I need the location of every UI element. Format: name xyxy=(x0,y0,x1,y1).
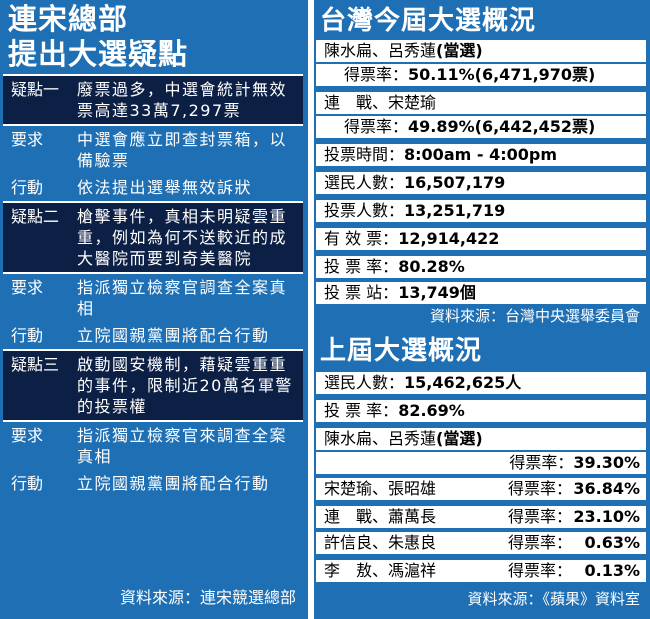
previous-candidate-names: 宋楚瑜、張昭雄 xyxy=(324,479,437,498)
current-source: 資料來源：台灣中央選舉委員會 xyxy=(429,307,640,325)
previous-candidate-row: 連 戰、蕭萬長 得票率：23.10% xyxy=(316,506,646,528)
current-stat-value: 8:00am - 4:00pm xyxy=(404,145,557,164)
current-stat-label: 選民人數： xyxy=(324,173,405,192)
previous-candidate-rate: 得票率： 0.13% xyxy=(508,560,640,582)
previous-candidate-rate-value: 23.10% xyxy=(573,507,640,526)
doubt-row: 疑點三 啟動國安機制，藉疑雲重重的事件，限制近20萬名軍警的投票權 xyxy=(3,349,303,422)
previous-turnout-label: 投 票 率： xyxy=(324,401,399,420)
doubt-row: 疑點二 槍擊事件，真相未明疑雲重重，例如為何不送較近的成大醫院而要到奇美醫院 xyxy=(3,201,303,274)
current-loser-row: 連 戰、宋楚瑜 xyxy=(316,92,646,114)
current-stat-label: 投票時間： xyxy=(324,145,405,164)
previous-winner-names: 陳水扁、呂秀蓮 xyxy=(324,429,437,448)
previous-winner-rate-row: 得票率：39.30% xyxy=(316,452,646,474)
doubt-row-label: 疑點一 xyxy=(11,80,60,99)
previous-source: 資料來源：《蘋果》資料室 xyxy=(467,590,640,608)
doubt-row-label: 行動 xyxy=(11,178,44,197)
left-title-line2: 提出大選疑點 xyxy=(8,37,189,71)
current-stat-label: 投 票 站： xyxy=(324,283,399,302)
doubt-row: 行動 立院國親黨團將配合行動 xyxy=(3,470,303,497)
doubt-list: 疑點一 廢票過多，中選會統計無效票高達33萬7,297票要求 中選會應立即查封票箱，… xyxy=(0,74,308,497)
previous-voters-value: 15,462,625人 xyxy=(404,373,522,392)
previous-winner-row: 陳水扁、呂秀蓮(當選) xyxy=(316,428,646,450)
left-title-line1: 連宋總部 xyxy=(8,2,129,36)
current-winner-rate-label: 得票率： xyxy=(344,65,409,84)
previous-winner-rate-label: 得票率： xyxy=(509,453,574,472)
current-stat-label: 投票人數： xyxy=(324,201,405,220)
previous-turnout-row: 投 票 率：82.69% xyxy=(316,400,646,422)
doubt-row-text: 立院國親黨團將配合行動 xyxy=(77,474,270,493)
doubt-row-label: 要求 xyxy=(11,426,44,445)
previous-candidate-row: 李 敖、馮滬祥 得票率： 0.13% xyxy=(316,560,646,582)
previous-candidate-names: 李 敖、馮滬祥 xyxy=(324,561,437,580)
left-title: 連宋總部 提出大選疑點 xyxy=(8,2,188,72)
doubt-row-text: 指派獨立檢察官來調查全案真相 xyxy=(77,426,288,466)
current-stat-row: 有 效 票：12,914,422 xyxy=(316,228,646,250)
current-stat-row: 選民人數：16,507,179 xyxy=(316,172,646,194)
doubt-row-label: 要求 xyxy=(11,130,44,149)
previous-candidate-names: 許信良、朱惠良 xyxy=(324,533,437,552)
previous-candidate-row: 許信良、朱惠良 得票率： 0.63% xyxy=(316,532,646,554)
previous-candidate-rate-label: 得票率： xyxy=(507,533,572,552)
previous-candidate-rate: 得票率：23.10% xyxy=(508,506,640,528)
previous-candidate-rate-label: 得票率： xyxy=(507,479,572,498)
previous-candidate-rate-label: 得票率： xyxy=(507,507,572,526)
previous-voters-row: 選民人數：15,462,625人 xyxy=(316,372,646,394)
current-loser-rate-label: 得票率： xyxy=(344,117,409,136)
right-panel: 台灣今屆大選概況 陳水扁、呂秀蓮(當選) 得票率：50.11%(6,471,97… xyxy=(314,0,650,619)
left-source: 資料來源：連宋競選總部 xyxy=(119,588,296,607)
current-loser-names: 連 戰、宋楚瑜 xyxy=(324,93,437,112)
previous-voters-label: 選民人數： xyxy=(324,373,405,392)
doubt-row-text: 槍擊事件，真相未明疑雲重重，例如為何不送較近的成大醫院而要到奇美醫院 xyxy=(77,207,288,268)
doubt-row-label: 行動 xyxy=(11,474,44,493)
previous-candidate-rate: 得票率：36.84% xyxy=(508,478,640,500)
previous-candidate-rate: 得票率： 0.63% xyxy=(508,532,640,554)
current-stat-value: 80.28% xyxy=(398,257,465,276)
current-stat-row: 投票人數：13,251,719 xyxy=(316,200,646,222)
current-loser-rate-row: 得票率：49.89%(6,442,452票) xyxy=(316,116,646,138)
doubt-row-text: 廢票過多，中選會統計無效票高達33萬7,297票 xyxy=(77,80,288,120)
previous-candidate-row: 宋楚瑜、張昭雄 得票率：36.84% xyxy=(316,478,646,500)
current-stat-value: 12,914,422 xyxy=(398,229,500,248)
previous-turnout-value: 82.69% xyxy=(398,401,465,420)
current-winner-row: 陳水扁、呂秀蓮(當選) xyxy=(316,40,646,62)
doubt-row: 要求 指派獨立檢察官調查全案真相 xyxy=(3,274,303,322)
current-loser-rate-value: 49.89%(6,442,452票) xyxy=(408,117,596,136)
doubt-row-label: 疑點三 xyxy=(11,355,60,374)
current-winner-rate-row: 得票率：50.11%(6,471,970票) xyxy=(316,64,646,86)
previous-candidate-names: 連 戰、蕭萬長 xyxy=(324,507,437,526)
doubt-row-label: 要求 xyxy=(11,278,44,297)
doubt-row-text: 依法提出選舉無效訴狀 xyxy=(77,178,253,197)
doubt-row-text: 立院國親黨團將配合行動 xyxy=(77,326,270,345)
current-stat-row: 投 票 站：13,749個 xyxy=(316,282,646,304)
doubt-row: 行動 立院國親黨團將配合行動 xyxy=(3,322,303,349)
current-winner-names: 陳水扁、呂秀蓮 xyxy=(324,41,437,60)
doubt-row: 要求 中選會應立即查封票箱，以備驗票 xyxy=(3,126,303,174)
previous-winner-rate-value: 39.30% xyxy=(573,453,640,472)
current-stat-label: 投 票 率： xyxy=(324,257,399,276)
left-panel: 連宋總部 提出大選疑點 疑點一 廢票過多，中選會統計無效票高達33萬7,297票要… xyxy=(0,0,308,619)
doubt-row-text: 啟動國安機制，藉疑雲重重的事件，限制近20萬名軍警的投票權 xyxy=(77,355,293,416)
current-stat-label: 有 效 票： xyxy=(324,229,399,248)
current-stat-value: 13,749個 xyxy=(398,283,476,302)
doubt-row-text: 指派獨立檢察官調查全案真相 xyxy=(77,278,288,318)
current-stat-row: 投 票 率：80.28% xyxy=(316,256,646,278)
previous-election-title: 上屆大選概況 xyxy=(320,336,483,366)
doubt-row: 要求 指派獨立檢察官來調查全案真相 xyxy=(3,422,303,470)
current-stat-value: 16,507,179 xyxy=(404,173,506,192)
current-winner-tag: (當選) xyxy=(436,41,483,60)
previous-candidate-rate-value: 36.84% xyxy=(573,479,640,498)
previous-candidate-rate-value: 0.13% xyxy=(584,561,640,580)
doubt-row: 行動 依法提出選舉無效訴狀 xyxy=(3,174,303,201)
doubt-row-label: 疑點二 xyxy=(11,207,60,226)
previous-candidate-rate-value: 0.63% xyxy=(584,533,640,552)
current-stat-row: 投票時間：8:00am - 4:00pm xyxy=(316,144,646,166)
current-winner-rate-value: 50.11%(6,471,970票) xyxy=(408,65,596,84)
previous-candidate-rate-label: 得票率： xyxy=(507,561,572,580)
previous-winner-tag: (當選) xyxy=(436,429,483,448)
current-election-title: 台灣今屆大選概況 xyxy=(320,6,537,36)
current-stat-value: 13,251,719 xyxy=(404,201,506,220)
doubt-row-label: 行動 xyxy=(11,326,44,345)
doubt-row-text: 中選會應立即查封票箱，以備驗票 xyxy=(77,130,288,170)
doubt-row: 疑點一 廢票過多，中選會統計無效票高達33萬7,297票 xyxy=(3,74,303,126)
